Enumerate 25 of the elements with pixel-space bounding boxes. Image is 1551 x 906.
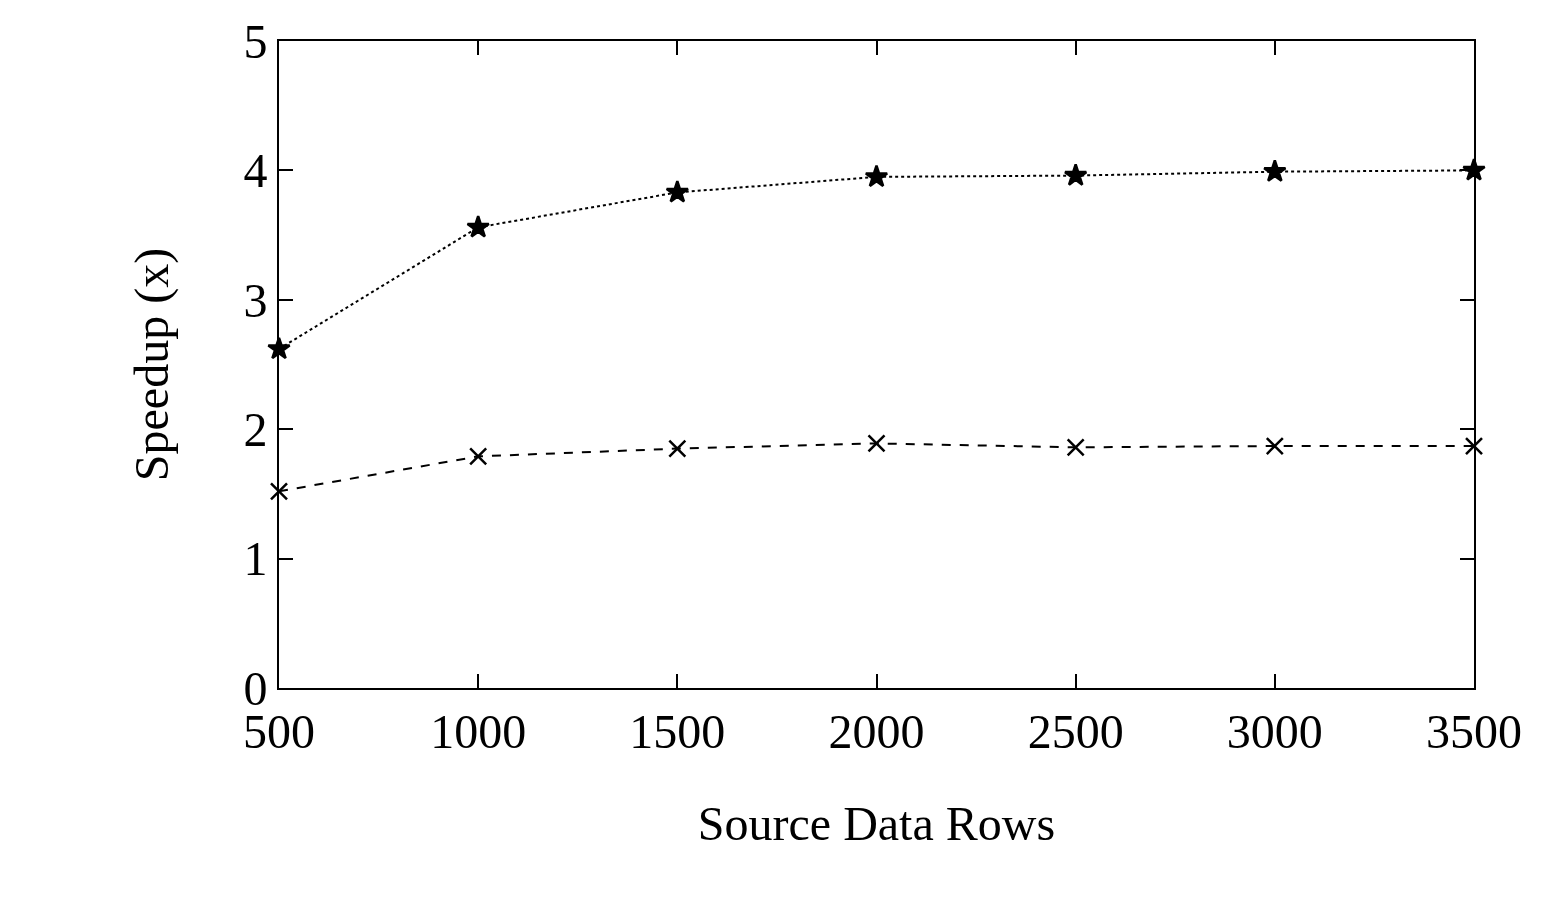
y-tick-label: 5	[243, 14, 268, 68]
point	[864, 164, 889, 188]
point	[1265, 436, 1285, 456]
x-tick-label: 2000	[828, 704, 925, 758]
point	[466, 214, 491, 238]
point	[1066, 438, 1085, 457]
y-tick-label: 1	[243, 532, 268, 586]
x-tick-label: 1500	[629, 704, 726, 758]
point	[1262, 159, 1287, 182]
x-tick-label: 1000	[430, 704, 527, 758]
x-tick-label: 3500	[1426, 704, 1522, 758]
point	[468, 447, 488, 466]
point	[665, 179, 690, 203]
y-tick-label: 3	[243, 273, 268, 327]
point	[269, 482, 289, 501]
y-axis-title: Speedup (x)	[124, 247, 179, 482]
y-tick-label: 2	[243, 403, 268, 456]
x-axis-title: Source Data Rows	[697, 797, 1056, 851]
x-tick-label: 2500	[1027, 704, 1124, 758]
point	[867, 434, 886, 453]
point	[1464, 436, 1484, 456]
x-tick-label: 3000	[1226, 704, 1323, 758]
point	[668, 439, 687, 458]
y-tick-label: 4	[243, 144, 268, 198]
point	[1063, 163, 1088, 186]
